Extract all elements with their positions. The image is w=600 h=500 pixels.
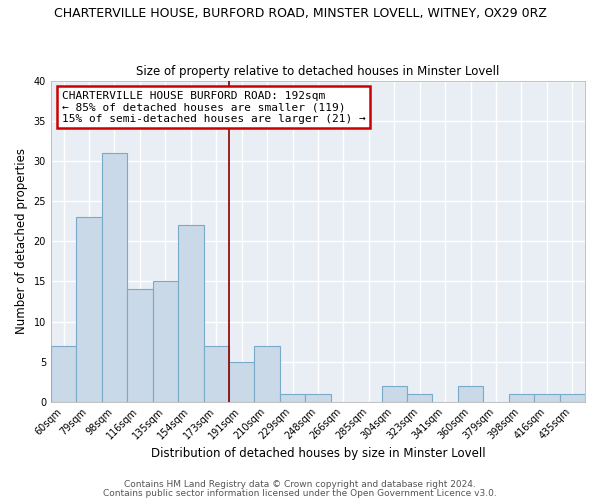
Bar <box>229 362 254 402</box>
Title: Size of property relative to detached houses in Minster Lovell: Size of property relative to detached ho… <box>136 66 500 78</box>
Bar <box>458 386 483 402</box>
Bar <box>76 218 102 402</box>
Bar <box>280 394 305 402</box>
Bar <box>102 153 127 402</box>
Bar <box>51 346 76 402</box>
Bar <box>152 282 178 402</box>
Bar <box>382 386 407 402</box>
Text: Contains public sector information licensed under the Open Government Licence v3: Contains public sector information licen… <box>103 488 497 498</box>
Y-axis label: Number of detached properties: Number of detached properties <box>15 148 28 334</box>
Bar <box>407 394 433 402</box>
Text: CHARTERVILLE HOUSE, BURFORD ROAD, MINSTER LOVELL, WITNEY, OX29 0RZ: CHARTERVILLE HOUSE, BURFORD ROAD, MINSTE… <box>53 8 547 20</box>
X-axis label: Distribution of detached houses by size in Minster Lovell: Distribution of detached houses by size … <box>151 447 485 460</box>
Bar <box>534 394 560 402</box>
Bar <box>560 394 585 402</box>
Text: Contains HM Land Registry data © Crown copyright and database right 2024.: Contains HM Land Registry data © Crown c… <box>124 480 476 489</box>
Bar <box>203 346 229 402</box>
Bar <box>509 394 534 402</box>
Bar <box>254 346 280 402</box>
Bar <box>178 226 203 402</box>
Bar <box>305 394 331 402</box>
Bar <box>127 290 152 402</box>
Text: CHARTERVILLE HOUSE BURFORD ROAD: 192sqm
← 85% of detached houses are smaller (11: CHARTERVILLE HOUSE BURFORD ROAD: 192sqm … <box>62 90 365 124</box>
